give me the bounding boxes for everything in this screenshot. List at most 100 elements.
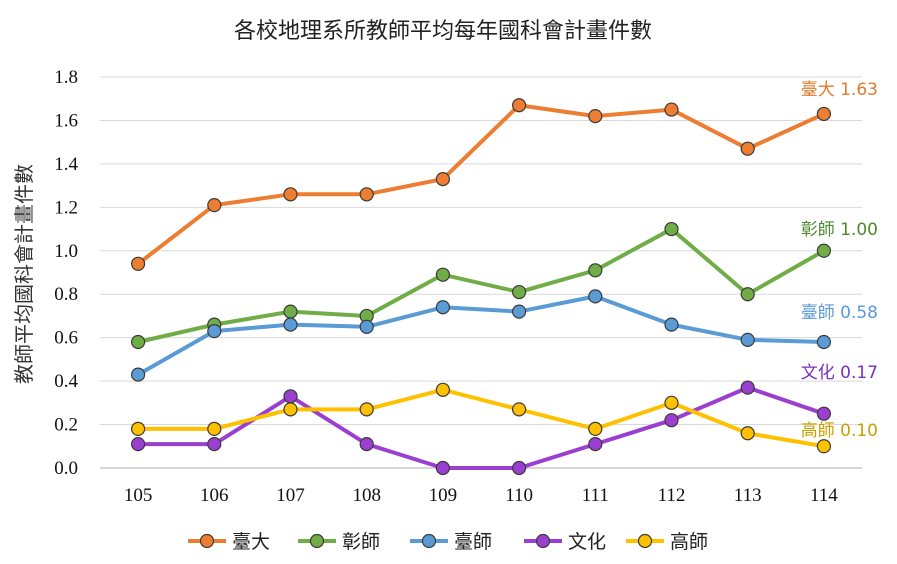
data-point (359, 437, 374, 452)
data-point (511, 304, 527, 319)
data-point (664, 395, 679, 410)
legend-swatch-marker (421, 533, 437, 549)
legend-item: 臺師 (410, 531, 492, 553)
y-tick-label: 1.4 (54, 154, 78, 175)
data-point (207, 198, 222, 213)
data-point (588, 421, 603, 436)
data-point (511, 284, 527, 300)
x-tick-label: 107 (276, 485, 305, 506)
legend-item: 彰師 (298, 531, 380, 553)
end-label: 文化 0.17 (801, 363, 878, 383)
y-tick-label: 0.0 (54, 458, 78, 479)
y-tick-label: 0.4 (54, 371, 78, 392)
chart-title: 各校地理系所教師平均每年國科會計畫件數 (234, 19, 652, 44)
y-tick-label: 1.8 (54, 67, 78, 88)
data-point (816, 243, 832, 258)
data-point (435, 460, 450, 476)
legend-label: 臺大 (232, 531, 270, 553)
x-tick-label: 106 (200, 485, 229, 506)
series-line (136, 387, 826, 449)
x-tick-label: 114 (810, 485, 838, 506)
data-point (740, 332, 755, 347)
data-point (664, 221, 679, 237)
series-group (131, 98, 832, 476)
y-tick-label: 0.8 (54, 284, 78, 305)
data-point (359, 187, 374, 202)
data-point (435, 267, 450, 282)
data-point (816, 334, 832, 350)
y-tick-label: 0.6 (54, 328, 78, 349)
series-0 (131, 98, 832, 271)
data-point (435, 382, 450, 397)
data-point (511, 98, 527, 113)
data-point (207, 421, 222, 436)
legend-item: 文化 (524, 531, 606, 553)
x-tick-label: 112 (658, 485, 686, 506)
series-4 (131, 382, 832, 454)
data-point (359, 402, 374, 417)
legend-swatch-marker (309, 533, 325, 549)
data-point (588, 108, 603, 124)
data-point (664, 102, 679, 117)
x-tick-label: 109 (429, 485, 458, 506)
y-axis-ticks: 0.0 0.2 0.4 0.6 0.8 1.0 1.2 1.4 1.6 1.8 (54, 67, 78, 479)
data-point (816, 439, 832, 454)
data-point (664, 413, 679, 428)
legend-label: 彰師 (342, 531, 380, 553)
data-point (816, 406, 832, 421)
series-3 (131, 380, 832, 476)
data-point (283, 317, 298, 332)
data-point (588, 437, 603, 452)
x-tick-label: 105 (124, 485, 153, 506)
series-line (136, 227, 826, 345)
x-tick-label: 108 (352, 485, 381, 506)
series-2 (131, 289, 832, 382)
data-point (740, 426, 755, 441)
data-point (131, 421, 146, 436)
data-point (283, 402, 298, 417)
y-tick-label: 0.2 (54, 415, 78, 436)
end-label: 臺大 1.63 (801, 80, 878, 100)
y-tick-label: 1.0 (54, 241, 78, 262)
data-point (740, 287, 755, 302)
data-point (588, 289, 603, 304)
series-line (136, 294, 826, 377)
legend-label: 臺師 (454, 531, 492, 553)
legend-label: 高師 (670, 531, 708, 553)
data-point (207, 437, 222, 452)
legend-swatch-marker (535, 533, 551, 549)
data-point (740, 380, 755, 395)
x-axis-ticks: 105 106 107 108 109 110 111 112 113 114 (124, 485, 838, 506)
data-point (131, 334, 146, 350)
data-point (740, 141, 755, 156)
data-point (283, 389, 298, 404)
x-tick-label: 110 (505, 485, 533, 506)
data-point (816, 106, 832, 122)
data-point (435, 300, 450, 315)
data-point (131, 367, 146, 382)
data-point (435, 171, 450, 187)
x-tick-label: 111 (582, 485, 609, 506)
data-point (131, 256, 146, 271)
data-point (511, 460, 527, 476)
data-point (207, 324, 222, 339)
data-point (511, 402, 527, 417)
legend: 臺大 彰師 臺師 文化 高師 (188, 531, 708, 553)
x-tick-label: 113 (734, 485, 762, 506)
data-point (131, 437, 146, 452)
legend-item: 臺大 (188, 531, 270, 553)
legend-label: 文化 (568, 531, 606, 553)
end-labels: 臺大 1.63 彰師 1.00 臺師 0.58 文化 0.17 高師 0.10 (801, 80, 878, 441)
legend-item: 高師 (626, 531, 708, 553)
end-label: 臺師 0.58 (801, 303, 878, 323)
data-point (359, 319, 374, 334)
gridlines (100, 76, 862, 469)
series-line (136, 103, 826, 266)
data-point (283, 304, 298, 319)
data-point (664, 317, 679, 332)
y-tick-label: 1.2 (54, 197, 78, 218)
legend-swatch-marker (199, 533, 215, 549)
y-axis-label: 教師平均國科會計畫件數 (12, 164, 36, 384)
data-point (283, 187, 298, 202)
